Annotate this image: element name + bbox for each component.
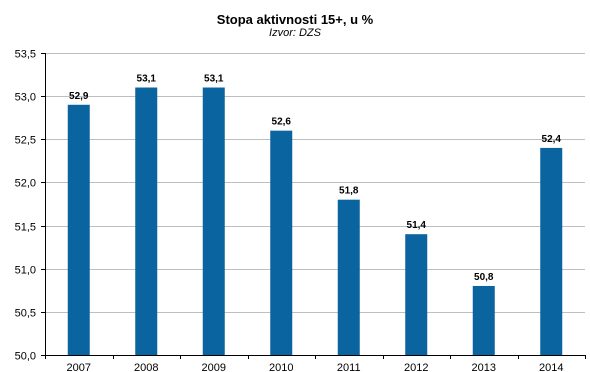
y-axis-tick-labels: 50,0 50,5 51,0 51,5 52,0 52,5 53,0 53,5 bbox=[15, 49, 36, 363]
data-label: 52,6 bbox=[272, 117, 292, 128]
data-label: 52,4 bbox=[542, 134, 562, 145]
axes bbox=[41, 53, 586, 359]
y-tick-label: 51,0 bbox=[15, 265, 36, 277]
bar bbox=[270, 130, 293, 355]
data-label: 50,8 bbox=[474, 272, 494, 283]
gridlines bbox=[45, 53, 585, 356]
x-tick-label: 2010 bbox=[269, 362, 293, 372]
x-tick-label: 2008 bbox=[134, 362, 158, 372]
bar-series bbox=[67, 87, 563, 356]
bar bbox=[135, 87, 158, 355]
bar bbox=[540, 147, 563, 355]
bar bbox=[202, 87, 225, 355]
data-labels: 52,9 53,1 53,1 52,6 51,8 51,4 50,8 52,4 bbox=[69, 74, 561, 283]
x-tick-label: 2014 bbox=[539, 362, 563, 372]
x-tick-label: 2013 bbox=[472, 362, 496, 372]
data-label: 51,8 bbox=[339, 186, 359, 197]
x-tick-label: 2007 bbox=[67, 362, 91, 372]
y-tick-label: 52,5 bbox=[15, 135, 36, 147]
x-tick-label: 2011 bbox=[337, 362, 361, 372]
data-label: 51,4 bbox=[407, 220, 427, 231]
y-tick-label: 52,0 bbox=[15, 178, 36, 190]
y-tick-label: 50,5 bbox=[15, 308, 36, 320]
bar bbox=[405, 234, 428, 355]
bar bbox=[67, 104, 90, 356]
data-label: 53,1 bbox=[204, 74, 224, 85]
x-axis-tick-labels: 2007 2008 2009 2010 2011 2012 2013 2014 bbox=[67, 362, 564, 372]
bar bbox=[337, 199, 360, 355]
y-tick-label: 53,5 bbox=[15, 49, 36, 61]
x-tick-label: 2012 bbox=[404, 362, 428, 372]
x-tick-label: 2009 bbox=[202, 362, 226, 372]
chart-subtitle: Izvor: DZS bbox=[269, 27, 321, 39]
y-tick-label: 51,5 bbox=[15, 222, 36, 234]
y-tick-label: 50,0 bbox=[15, 351, 36, 363]
bar bbox=[472, 285, 495, 355]
y-tick-label: 53,0 bbox=[15, 92, 36, 104]
chart-title: Stopa aktivnosti 15+, u % bbox=[216, 12, 374, 27]
data-label: 53,1 bbox=[137, 74, 157, 85]
data-label: 52,9 bbox=[69, 91, 89, 102]
